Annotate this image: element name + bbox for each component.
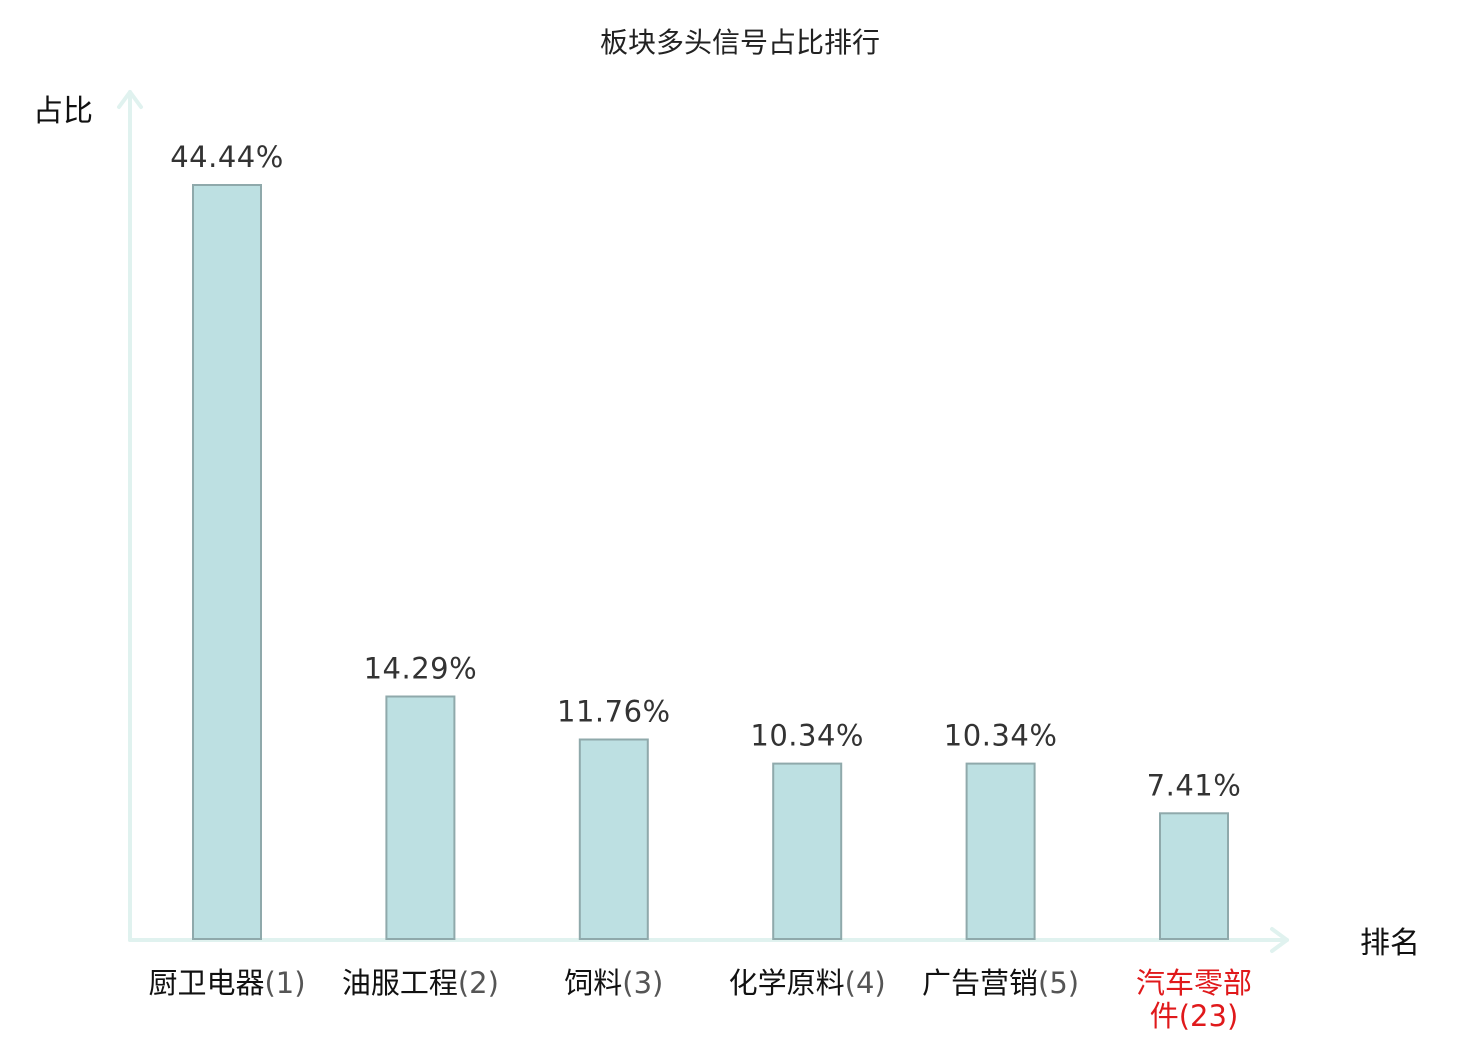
x-axis-arrow-icon	[1270, 927, 1289, 953]
value-label-4: 10.34%	[750, 719, 864, 753]
category-label-2: 油服工程(2)	[342, 966, 499, 1000]
y-axis-arrow-icon	[117, 90, 143, 109]
value-labels-group: 44.44% 14.29% 11.76% 10.34% 10.34% 7.41%	[170, 140, 1241, 802]
bar-2	[385, 695, 456, 940]
category-label-3: 饲料(3)	[564, 966, 663, 1000]
bar-4	[772, 762, 843, 940]
chart-title: 板块多头信号占比排行	[600, 26, 880, 59]
bar-6	[1159, 812, 1229, 940]
value-label-3: 11.76%	[557, 695, 671, 729]
bar-1	[192, 184, 262, 940]
bar-5	[965, 762, 1036, 940]
y-axis-label: 占比	[33, 94, 93, 129]
value-label-1: 44.44%	[170, 140, 284, 174]
value-label-5: 10.34%	[944, 719, 1058, 753]
value-label-2: 14.29%	[364, 652, 478, 686]
category-label-6: 汽车零部件(23)	[1136, 966, 1252, 1033]
bar-3	[578, 738, 649, 940]
axes	[117, 90, 1289, 953]
category-label-4: 化学原料(4)	[729, 966, 886, 1000]
category-label-1: 厨卫电器(1)	[148, 966, 305, 1000]
category-labels-group: 厨卫电器(1) 油服工程(2) 饲料(3) 化学原料(4) 广告营销(5) 汽车零部件(2…	[148, 966, 1252, 1033]
x-axis-label: 排名	[1360, 926, 1420, 961]
category-label-5: 广告营销(5)	[922, 966, 1079, 1000]
bars-group	[192, 184, 1229, 940]
value-label-6: 7.41%	[1147, 768, 1242, 802]
